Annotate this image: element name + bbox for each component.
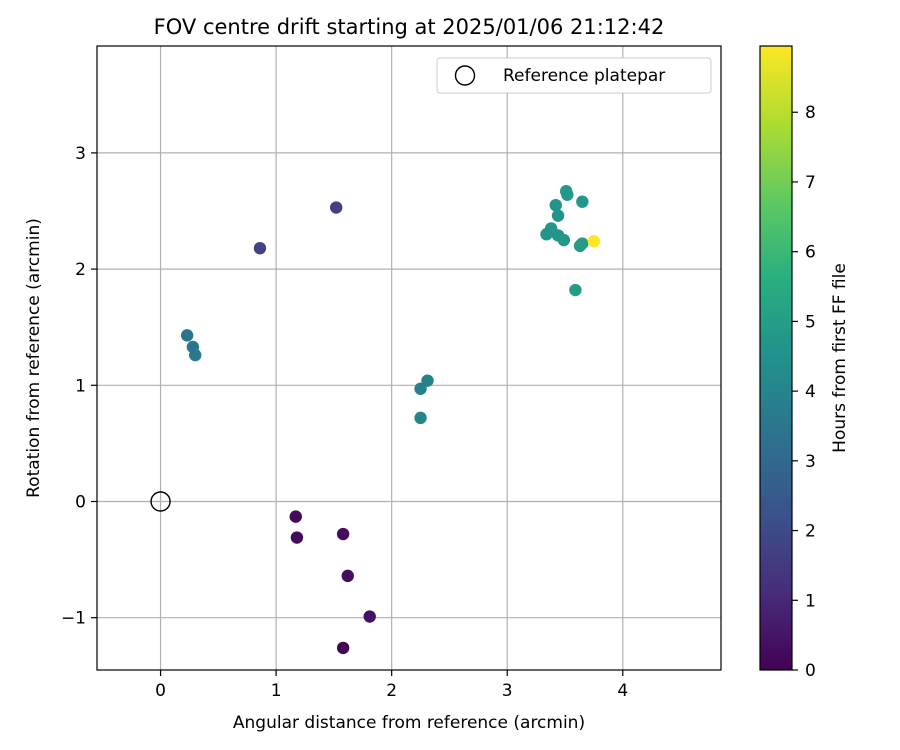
data-point	[576, 195, 589, 208]
data-point	[587, 235, 601, 248]
data-point	[289, 510, 302, 523]
data-point	[330, 201, 343, 214]
data-point	[540, 228, 553, 241]
plot-frame	[96, 45, 722, 671]
legend: Reference platepar	[436, 57, 712, 94]
data-point	[336, 641, 350, 655]
colorbar-ticks: 0 1 2 3 4 5 6 7 8	[792, 103, 816, 681]
data-point	[551, 209, 565, 222]
colorbar-tick-label: 5	[805, 312, 816, 332]
colorbar-tick-label: 2	[805, 522, 816, 542]
data-point	[421, 374, 434, 387]
data-point	[336, 527, 350, 541]
data-point	[573, 239, 587, 253]
data-point	[180, 329, 194, 342]
y-tick-label: 0	[75, 493, 86, 513]
data-point	[569, 283, 582, 297]
y-tick-label: −1	[61, 609, 86, 629]
data-point	[253, 241, 267, 255]
reference-point	[150, 491, 171, 512]
colorbar-tick-label: 1	[805, 591, 816, 611]
y-ticks: −1 0 1 2 3	[61, 144, 97, 629]
colorbar-tick-label: 6	[805, 243, 816, 263]
x-tick-label: 1	[271, 681, 282, 701]
colorbar: 0 1 2 3 4 5 6 7 8 Hours from first FF file	[759, 45, 850, 681]
x-tick-label: 4	[617, 681, 628, 701]
data-point	[189, 348, 202, 362]
legend-label: Reference platepar	[503, 66, 665, 86]
legend-marker	[454, 65, 476, 86]
y-tick-label: 2	[75, 260, 86, 280]
colorbar-tick-label: 7	[805, 173, 816, 193]
x-tick-label: 0	[155, 681, 166, 701]
data-point	[363, 610, 376, 623]
data-points	[180, 185, 601, 655]
data-point	[561, 188, 574, 201]
x-ticks: 0 1 2 3 4	[155, 670, 628, 701]
data-point	[290, 531, 304, 544]
data-point	[557, 233, 571, 247]
y-tick-label: 1	[75, 376, 86, 396]
colorbar-tick-label: 4	[805, 382, 816, 402]
y-tick-label: 3	[75, 144, 86, 164]
grid	[97, 46, 721, 670]
colorbar-label: Hours from first FF file	[830, 263, 850, 453]
data-point	[549, 198, 562, 212]
x-tick-label: 3	[502, 681, 513, 701]
legend-box	[436, 57, 712, 94]
data-point	[341, 569, 354, 583]
x-axis-label: Angular distance from reference (arcmin)	[233, 713, 585, 733]
reference-marker	[150, 491, 171, 512]
colorbar-gradient	[759, 45, 793, 671]
colorbar-tick-label: 0	[805, 661, 816, 681]
colorbar-tick-label: 8	[805, 103, 816, 123]
data-point	[414, 382, 427, 395]
data-point	[414, 411, 427, 425]
colorbar-tick-label: 3	[805, 452, 816, 472]
chart-title: FOV centre drift starting at 2025/01/06 …	[154, 15, 665, 39]
y-axis-label: Rotation from reference (arcmin)	[24, 218, 44, 498]
x-tick-label: 2	[386, 681, 397, 701]
